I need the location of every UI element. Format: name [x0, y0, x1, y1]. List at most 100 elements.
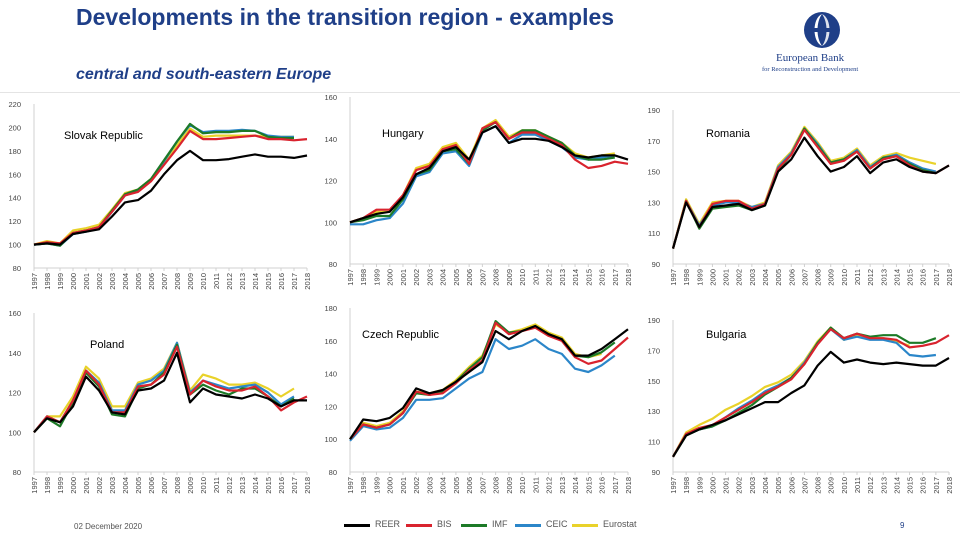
- x-tick-label: 2013: [558, 269, 567, 286]
- y-tick-label: 200: [8, 123, 21, 132]
- series-line-imf: [671, 127, 937, 249]
- x-tick-label: 2012: [225, 273, 234, 290]
- chart-poland: 80 100 120 140 160 1997 1998 1999 2000 2001 2002 20…: [8, 309, 312, 494]
- x-tick-label: 2014: [892, 477, 901, 494]
- y-tick-label: 190: [647, 316, 660, 325]
- legend-label-eurostat: Eurostat: [603, 519, 637, 529]
- y-tick-label: 80: [13, 264, 21, 273]
- x-tick-label: 2011: [212, 273, 221, 289]
- y-tick-label: 130: [647, 198, 660, 207]
- x-tick-label: 2007: [160, 273, 169, 290]
- x-tick-label: 2012: [545, 477, 554, 494]
- series-line-bis: [672, 328, 950, 458]
- series-line-reer: [672, 350, 950, 458]
- y-tick-label: 120: [324, 177, 337, 186]
- x-tick-label: 2006: [147, 273, 156, 290]
- x-tick-label: 2015: [906, 477, 915, 494]
- x-tick-label: 2017: [932, 269, 941, 286]
- x-tick-label: 2013: [238, 477, 247, 494]
- top-divider: [0, 92, 960, 93]
- x-tick-label: 2017: [611, 269, 620, 286]
- x-tick-label: 2011: [853, 477, 862, 493]
- x-tick-label: 2008: [173, 477, 182, 494]
- y-tick-label: 140: [324, 135, 337, 144]
- x-tick-label: 2013: [879, 477, 888, 494]
- series-line-bis: [349, 121, 629, 224]
- chart-label: Bulgaria: [706, 329, 747, 341]
- x-tick-label: 1997: [669, 477, 678, 494]
- y-tick-label: 180: [324, 304, 337, 313]
- y-tick-label: 140: [8, 194, 21, 203]
- footer-date: 02 December 2020: [74, 522, 143, 531]
- charts-area: 80 100 120 140 160 180 200 220 1997 1998 1999 2000 2…: [8, 93, 954, 494]
- y-tick-label: 160: [324, 337, 337, 346]
- legend-swatch-ceic: [515, 524, 541, 527]
- x-tick-label: 2009: [505, 477, 514, 494]
- x-tick-label: 2008: [173, 273, 182, 290]
- x-tick-label: 2007: [478, 269, 487, 286]
- x-tick-label: 2002: [95, 477, 104, 494]
- x-tick-label: 2000: [708, 477, 717, 494]
- x-tick-label: 2000: [69, 477, 78, 494]
- legend-swatch-imf: [461, 524, 487, 527]
- x-tick-label: 2006: [465, 477, 474, 494]
- x-tick-label: 2011: [531, 269, 540, 285]
- x-tick-label: 2001: [722, 477, 731, 494]
- page-title: Developments in the transition region - …: [76, 4, 615, 30]
- y-tick-label: 90: [652, 260, 660, 269]
- legend-label-reer: REER: [375, 519, 401, 529]
- y-tick-label: 140: [8, 349, 21, 358]
- series-line-eurostat: [349, 323, 602, 440]
- x-tick-label: 2014: [251, 477, 260, 494]
- y-tick-label: 170: [647, 346, 660, 355]
- x-tick-label: 2001: [82, 273, 91, 290]
- y-tick-label: 150: [647, 168, 660, 177]
- x-tick-label: 2018: [945, 477, 954, 494]
- chart-romania: 90 110 130 150 170 190 1997 1998 1999 2000 2001 200…: [647, 106, 954, 286]
- x-tick-label: 1998: [682, 477, 691, 494]
- x-tick-label: 2001: [82, 477, 91, 494]
- x-tick-label: 2010: [840, 477, 849, 494]
- x-tick-label: 2017: [290, 273, 299, 290]
- x-tick-label: 2015: [264, 477, 273, 494]
- x-tick-label: 2018: [624, 269, 633, 286]
- x-tick-label: 1997: [346, 477, 355, 494]
- y-tick-label: 100: [8, 428, 21, 437]
- x-tick-label: 2016: [598, 477, 607, 494]
- series-line-imf: [672, 326, 937, 458]
- x-tick-label: 2005: [452, 477, 461, 494]
- x-tick-label: 2017: [290, 477, 299, 494]
- x-tick-label: 2003: [108, 477, 117, 494]
- chart-label: Slovak Republic: [64, 130, 143, 142]
- x-tick-label: 2016: [919, 477, 928, 494]
- x-tick-label: 2018: [624, 477, 633, 494]
- ebrd-logo: [760, 8, 920, 78]
- chart-label: Czech Republic: [362, 329, 440, 341]
- series-line-reer: [349, 324, 629, 440]
- chart-label: Hungary: [382, 128, 424, 140]
- y-tick-label: 120: [324, 402, 337, 411]
- y-tick-label: 120: [8, 389, 21, 398]
- x-tick-label: 2002: [412, 269, 421, 286]
- x-tick-label: 2014: [892, 269, 901, 286]
- y-tick-label: 80: [13, 468, 21, 477]
- x-tick-label: 2009: [827, 269, 836, 286]
- x-tick-label: 2005: [774, 269, 783, 286]
- x-tick-label: 1998: [43, 477, 52, 494]
- x-tick-label: 2002: [412, 477, 421, 494]
- x-tick-label: 2016: [598, 269, 607, 286]
- x-tick-label: 1999: [56, 273, 65, 290]
- x-tick-label: 2003: [425, 477, 434, 494]
- x-tick-label: 2007: [160, 477, 169, 494]
- series-line-ceic: [349, 338, 616, 442]
- y-tick-label: 190: [647, 106, 660, 115]
- x-tick-label: 1999: [56, 477, 65, 494]
- x-tick-label: 2009: [505, 269, 514, 286]
- x-tick-label: 2018: [303, 273, 312, 290]
- series-line-bis: [671, 128, 950, 249]
- x-tick-label: 1997: [346, 269, 355, 286]
- x-tick-label: 2016: [919, 269, 928, 286]
- series-line-imf: [33, 343, 295, 434]
- x-tick-label: 1998: [359, 269, 368, 286]
- y-tick-label: 170: [647, 137, 660, 146]
